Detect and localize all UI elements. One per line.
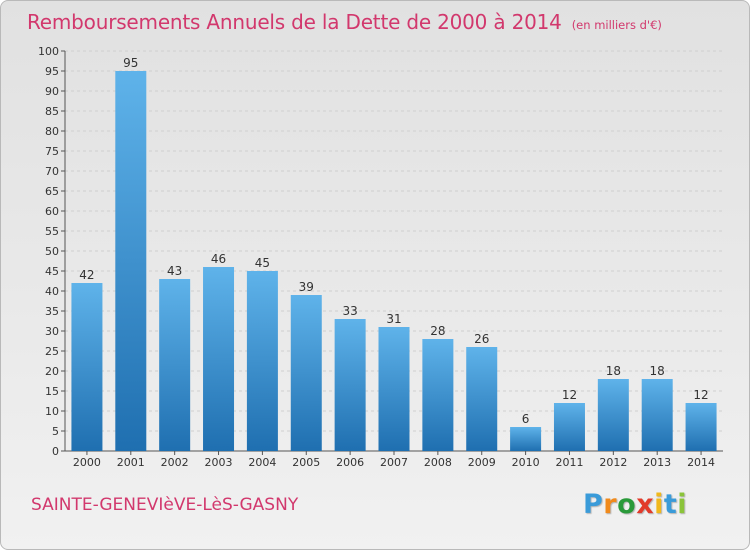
y-tick-label: 100	[38, 45, 59, 58]
chart-unit: (en milliers d'€)	[571, 18, 662, 32]
y-tick-label: 55	[45, 225, 59, 238]
y-tick-label: 25	[45, 345, 59, 358]
x-tick-label: 2013	[643, 456, 671, 469]
logo-letter: P	[583, 489, 604, 520]
x-tick-label: 2009	[468, 456, 496, 469]
bar	[115, 71, 147, 451]
logo-letter: o	[617, 489, 637, 520]
y-tick-label: 0	[52, 445, 59, 458]
bar-value-label: 26	[474, 332, 489, 346]
logo-letter: x	[636, 489, 655, 520]
x-tick-label: 2005	[292, 456, 320, 469]
bar-value-label: 18	[606, 364, 621, 378]
bar-value-label: 6	[522, 412, 530, 426]
bar	[422, 339, 454, 451]
x-tick-label: 2002	[161, 456, 189, 469]
bar-value-label: 39	[299, 280, 314, 294]
x-tick-label: 2011	[555, 456, 583, 469]
bar	[290, 295, 322, 451]
logo-letter: i	[654, 489, 664, 520]
y-tick-label: 80	[45, 125, 59, 138]
bar-value-label: 33	[342, 304, 357, 318]
x-tick-label: 2000	[73, 456, 101, 469]
bar-value-label: 18	[650, 364, 665, 378]
x-tick-label: 2010	[512, 456, 540, 469]
x-tick-label: 2001	[117, 456, 145, 469]
x-tick-label: 2006	[336, 456, 364, 469]
proxiti-logo[interactable]: Proxiti	[583, 489, 687, 520]
y-tick-label: 10	[45, 405, 59, 418]
bar-value-label: 12	[562, 388, 577, 402]
bar	[378, 327, 410, 451]
y-tick-label: 75	[45, 145, 59, 158]
bar	[71, 283, 103, 451]
commune-name: SAINTE-GENEVIèVE-LèS-GASNY	[31, 495, 299, 515]
x-tick-label: 2012	[599, 456, 627, 469]
bar-value-label: 45	[255, 256, 270, 270]
x-tick-label: 2008	[424, 456, 452, 469]
bar	[510, 427, 542, 451]
bar-value-label: 28	[430, 324, 445, 338]
logo-letter: r	[603, 489, 618, 520]
bar-value-label: 46	[211, 252, 226, 266]
bar-value-label: 12	[693, 388, 708, 402]
bar	[246, 271, 278, 451]
bar	[203, 267, 235, 451]
y-tick-label: 5	[52, 425, 59, 438]
y-tick-label: 40	[45, 285, 59, 298]
y-tick-label: 95	[45, 65, 59, 78]
bar-value-label: 43	[167, 264, 182, 278]
y-tick-label: 85	[45, 105, 59, 118]
y-tick-label: 65	[45, 185, 59, 198]
x-tick-label: 2004	[248, 456, 276, 469]
y-tick-label: 45	[45, 265, 59, 278]
bar-value-label: 42	[79, 268, 94, 282]
bar	[641, 379, 673, 451]
bar-value-label: 31	[386, 312, 401, 326]
y-tick-label: 60	[45, 205, 59, 218]
y-tick-label: 20	[45, 365, 59, 378]
y-tick-label: 15	[45, 385, 59, 398]
y-tick-label: 70	[45, 165, 59, 178]
logo-letter: i	[677, 489, 688, 520]
bar	[597, 379, 629, 451]
y-tick-label: 30	[45, 325, 59, 338]
bar	[685, 403, 717, 451]
logo-letter: t	[663, 489, 678, 520]
x-tick-label: 2007	[380, 456, 408, 469]
bar	[159, 279, 191, 451]
y-tick-label: 50	[45, 245, 59, 258]
bar	[553, 403, 585, 451]
x-tick-label: 2003	[205, 456, 233, 469]
x-tick-label: 2014	[687, 456, 715, 469]
chart-title: Remboursements Annuels de la Dette de 20…	[27, 10, 662, 34]
y-tick-label: 35	[45, 305, 59, 318]
chart-title-text: Remboursements Annuels de la Dette de 20…	[27, 10, 562, 34]
bar-value-label: 95	[123, 56, 138, 70]
y-tick-label: 90	[45, 85, 59, 98]
bar	[466, 347, 498, 451]
bar	[334, 319, 366, 451]
